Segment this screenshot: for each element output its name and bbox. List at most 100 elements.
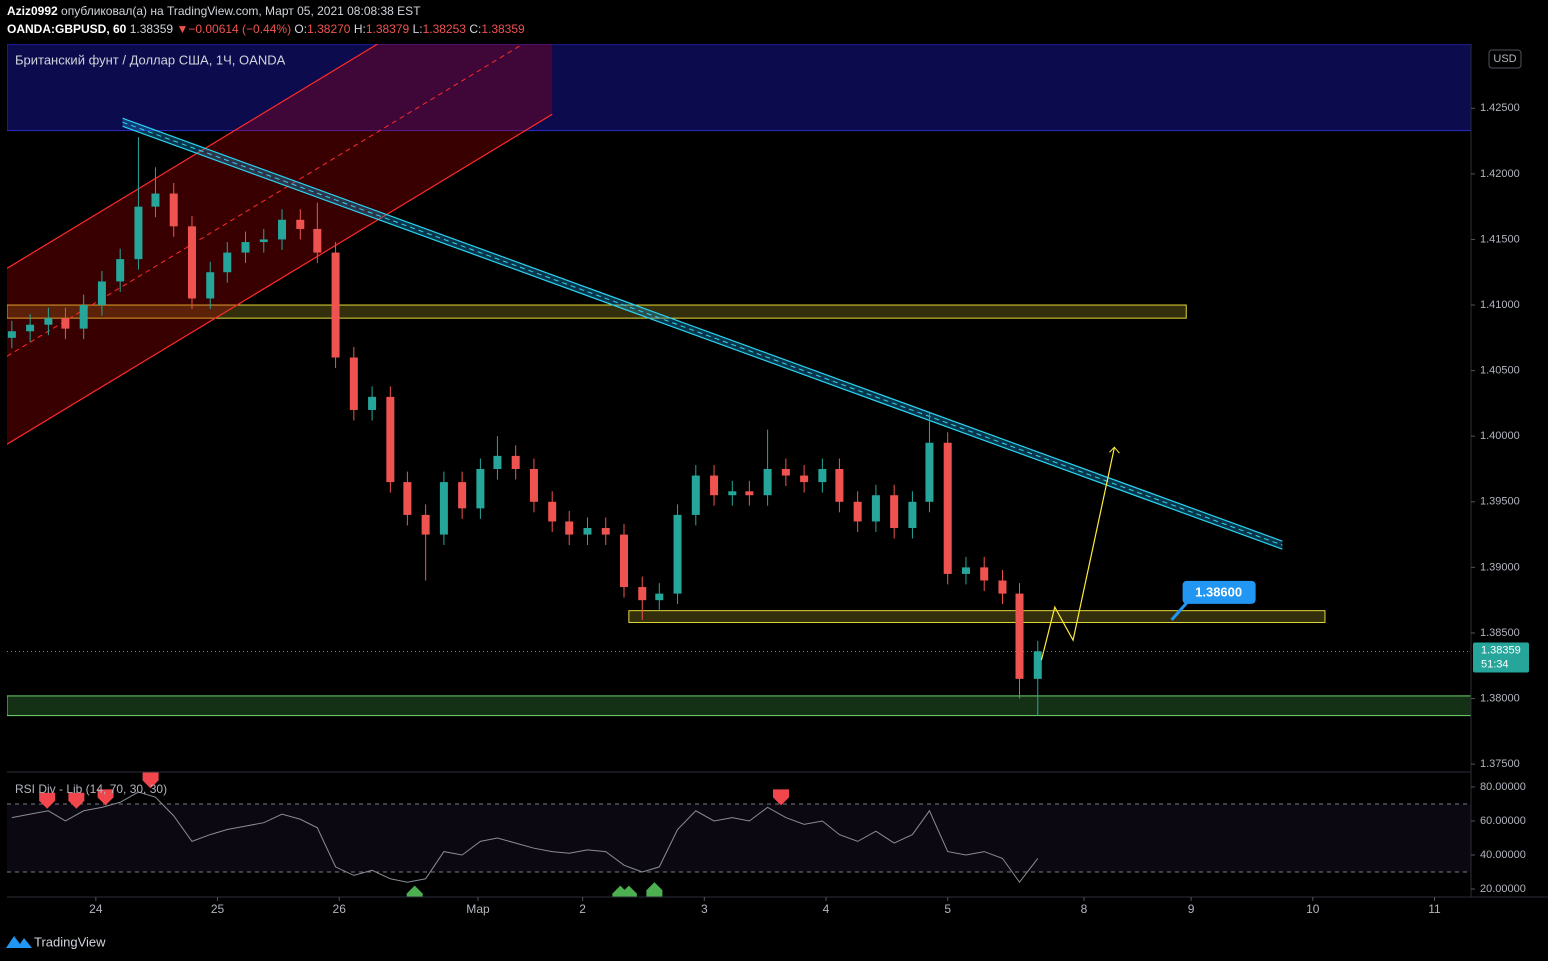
logo xyxy=(6,936,32,948)
y-tick-label: 1.38500 xyxy=(1480,627,1520,639)
ohlc-label: C: xyxy=(469,22,482,36)
candle-body xyxy=(871,495,880,522)
rsi-tick-label: 20.00000 xyxy=(1480,883,1526,895)
published: опубликовал(а) на TradingView.com, Март … xyxy=(61,4,421,18)
candle-body xyxy=(97,281,106,306)
x-tick-label: 2 xyxy=(579,902,586,916)
x-tick-label: 9 xyxy=(1188,902,1195,916)
candle-body xyxy=(476,468,485,509)
bearish-signal xyxy=(97,789,114,806)
candle-body xyxy=(763,468,772,496)
symbol-title: Британский фунт / Доллар США, 1Ч, OANDA xyxy=(15,52,286,67)
footer-brand: TradingView xyxy=(34,934,106,949)
channel-fill xyxy=(122,118,1283,550)
zone xyxy=(7,304,1187,319)
rsi-line xyxy=(11,791,1039,884)
candle-body xyxy=(980,567,989,581)
price-pane: 1.38600 xyxy=(7,44,1471,717)
candle-body xyxy=(241,242,250,253)
last-price-box xyxy=(1473,642,1529,673)
candle-body xyxy=(368,396,377,410)
ohlc-label: O: xyxy=(294,22,308,36)
ohlc-value: 1.38379 xyxy=(365,22,410,36)
candle-body xyxy=(781,468,790,476)
channel-mid xyxy=(122,121,1283,546)
channel-mid xyxy=(7,44,524,357)
bullish-signal xyxy=(646,882,663,897)
y-tick-label: 1.40000 xyxy=(1480,430,1520,442)
callout-box xyxy=(1182,580,1256,604)
ohlc-label: L: xyxy=(412,22,423,36)
x-tick-label: 26 xyxy=(333,902,347,916)
candle-body xyxy=(187,226,196,299)
candle-body xyxy=(223,252,232,273)
candle-body xyxy=(1033,651,1042,679)
candle-body xyxy=(655,593,664,601)
ohlc: O:1.38270 H:1.38379 L:1.38253 C:1.38359 xyxy=(294,22,524,36)
candle-body xyxy=(349,357,358,410)
callout-pointer xyxy=(1170,600,1189,621)
candle-body xyxy=(691,475,700,515)
candle-body xyxy=(61,318,70,329)
ohlc-value: 1.38253 xyxy=(422,22,466,36)
rsi-pane xyxy=(7,772,1471,897)
projection-arrowhead xyxy=(1109,446,1120,454)
candle-body xyxy=(601,528,610,535)
candle-body xyxy=(134,206,143,260)
candle-body xyxy=(925,442,934,502)
candle-body xyxy=(44,318,53,325)
y-tick-label: 1.41500 xyxy=(1480,233,1520,245)
candle-body xyxy=(331,252,340,358)
projection xyxy=(1040,447,1116,661)
y-tick-label: 1.41000 xyxy=(1480,299,1520,311)
y-tick-label: 1.39000 xyxy=(1480,561,1520,573)
zone xyxy=(628,610,1326,623)
candle-body xyxy=(908,501,917,529)
change: −0.00614 (−0.44%) xyxy=(188,22,292,36)
rsi-band xyxy=(7,803,1471,872)
bearish-signal xyxy=(39,792,56,809)
y-tick-label: 1.39500 xyxy=(1480,496,1520,508)
candle-body xyxy=(548,501,557,522)
candle-body xyxy=(961,567,970,574)
x-tick-label: 8 xyxy=(1081,902,1088,916)
candle-body xyxy=(7,331,16,338)
candle-body xyxy=(583,528,592,535)
y-tick-label: 1.40500 xyxy=(1480,365,1520,377)
bearish-signal xyxy=(142,772,159,789)
candle-body xyxy=(206,272,215,299)
candle-body xyxy=(169,193,178,227)
candle-body xyxy=(998,580,1007,594)
channel-line xyxy=(122,125,1283,550)
candle-body xyxy=(565,521,574,535)
x-tick-label: Мар xyxy=(466,902,490,916)
rsi-tick-label: 40.00000 xyxy=(1480,849,1526,861)
candle-body xyxy=(493,455,502,469)
candle-body xyxy=(745,491,754,496)
rsi-tick-label: 80.00000 xyxy=(1480,781,1526,793)
candle-body xyxy=(943,442,952,574)
candle-body xyxy=(511,455,520,469)
candle-body xyxy=(79,305,88,329)
publish-line: Aziz0992 опубликовал(а) на TradingView.c… xyxy=(7,4,421,18)
x-tick-label: 10 xyxy=(1306,902,1320,916)
ohlc-value: 1.38359 xyxy=(481,22,525,36)
channel-fill xyxy=(7,44,553,445)
bullish-signal xyxy=(406,885,423,897)
y-tick-label: 1.38000 xyxy=(1480,692,1520,704)
bullish-signal xyxy=(620,885,637,897)
countdown: 51:34 xyxy=(1481,658,1509,670)
callout-label: 1.38600 xyxy=(1195,584,1242,599)
x-tick-label: 4 xyxy=(823,902,830,916)
x-tick-label: 5 xyxy=(944,902,951,916)
ohlc-value: 1.38270 xyxy=(307,22,351,36)
y-tick-label: 1.42500 xyxy=(1480,102,1520,114)
x-tick-label: 24 xyxy=(89,902,103,916)
zone xyxy=(7,44,1471,132)
candle-body xyxy=(458,482,467,509)
candle-body xyxy=(278,219,287,240)
candle-body xyxy=(421,514,430,535)
author: Aziz0992 xyxy=(7,4,58,18)
bearish-signal xyxy=(772,789,789,806)
